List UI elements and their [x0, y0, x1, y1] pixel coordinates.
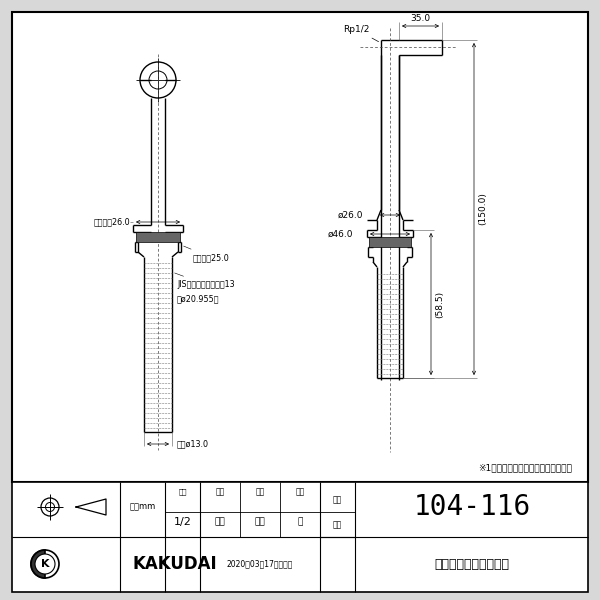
Text: 品番: 品番 [332, 496, 341, 505]
Circle shape [31, 550, 59, 578]
Text: 尺度: 尺度 [179, 488, 187, 496]
Text: 1/2: 1/2 [174, 517, 192, 527]
Circle shape [35, 554, 55, 574]
Wedge shape [31, 550, 45, 578]
Text: KAKUDAI: KAKUDAI [133, 555, 217, 573]
Text: ø46.0: ø46.0 [328, 229, 353, 238]
Text: ※1　（）内寸法は参考寸法である。: ※1 （）内寸法は参考寸法である。 [478, 463, 572, 472]
Text: 六角対辺25.0: 六角対辺25.0 [184, 246, 230, 262]
Text: Rp1/2: Rp1/2 [343, 25, 379, 41]
Text: 六角対辺26.0: 六角対辺26.0 [94, 217, 130, 226]
Bar [136, 232, 180, 242]
Text: 内径ø13.0: 内径ø13.0 [177, 439, 209, 449]
Bar [12, 482, 588, 592]
Text: (58.5): (58.5) [435, 290, 444, 317]
Text: （ø20.955）: （ø20.955） [177, 295, 220, 304]
Text: ø26.0: ø26.0 [337, 211, 363, 220]
Text: 寒川: 寒川 [254, 517, 265, 527]
Text: 和田: 和田 [215, 517, 226, 527]
Text: 製図: 製図 [215, 487, 224, 497]
Text: JIS給水栓取付ねじ、13: JIS給水栓取付ねじ、13 [175, 273, 235, 289]
Text: 検図: 検図 [256, 487, 265, 497]
Text: 祭: 祭 [298, 517, 302, 527]
Text: 単位mm: 単位mm [130, 503, 156, 511]
Text: 品名: 品名 [332, 520, 341, 529]
Text: (150.0): (150.0) [478, 193, 487, 226]
Text: 承認: 承認 [295, 487, 305, 497]
Text: K: K [41, 559, 49, 569]
Text: 2020年03月17日　作成: 2020年03月17日 作成 [227, 559, 293, 569]
Bar [369, 237, 411, 247]
Text: 104-116: 104-116 [413, 493, 530, 521]
Text: 35.0: 35.0 [410, 14, 431, 23]
Text: 水栓取付脚（ミドル）: 水栓取付脚（ミドル） [434, 557, 509, 571]
Bar [12, 12, 588, 482]
